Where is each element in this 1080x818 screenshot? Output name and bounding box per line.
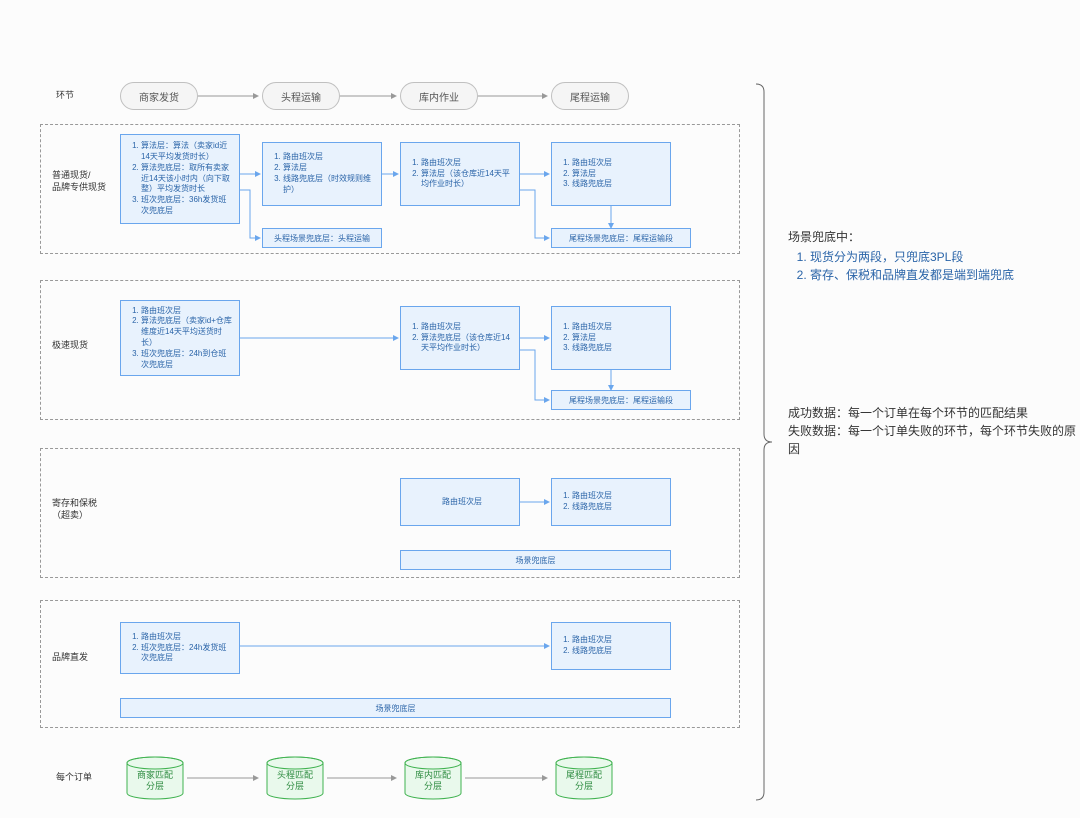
g3-c3-text: 路由班次层 [438, 497, 482, 508]
g2-col4-box: 路由班次层 算法层 线路兜底层 [551, 306, 671, 370]
cyl-firstmile: 头程匹配 分层 [264, 756, 326, 800]
g1-c4-l1: 路由班次层 [572, 158, 612, 169]
cyl-warehouse-label: 库内匹配 分层 [402, 770, 464, 792]
cyl-merchant-label: 商家匹配 分层 [124, 770, 186, 792]
g2-c1-l3: 班次兜底层：24h到仓班次兜底层 [141, 349, 233, 371]
g2-col3-box: 路由班次层 算法兜底层（该仓库近14天平均作业时长） [400, 306, 520, 370]
g4-c1-l2: 班次兜底层：24h发货班次兜底层 [141, 643, 233, 665]
cyl-firstmile-label: 头程匹配 分层 [264, 770, 326, 792]
g1-c4-l3: 线路兜底层 [572, 179, 612, 190]
g1-c2-l1: 路由班次层 [283, 152, 375, 163]
g2-foot4: 尾程场景兜底层：尾程运输段 [551, 390, 691, 410]
side-block1-item1: 现货分为两段，只兜底3PL段 [810, 248, 1058, 266]
side-note-block2: 成功数据：每一个订单在每个环节的匹配结果 失败数据：每一个订单失败的环节，每个环… [788, 404, 1078, 458]
g1-c3-l2: 算法层（该仓库近14天平均作业时长） [421, 169, 513, 191]
g3-c4-l2: 线路兜底层 [572, 502, 612, 513]
g1-c1-l3: 班次兜底层：36h发货班次兜底层 [141, 195, 233, 217]
g1-c2-l2: 算法层 [283, 163, 375, 174]
cyl-lastmile: 尾程匹配 分层 [553, 756, 615, 800]
stage-pill-warehouse: 库内作业 [400, 82, 478, 110]
g4-c4-l2: 线路兜底层 [572, 646, 612, 657]
g1-c4-l2: 算法层 [572, 169, 612, 180]
side-note-block1: 场景兜底中： 现货分为两段，只兜底3PL段 寄存、保税和品牌直发都是端到端兜底 [788, 228, 1058, 284]
g1-c1-l2: 算法兜底层：取所有卖家近14天该小时内（向下取整）平均发货时长 [141, 163, 233, 195]
g4-c4-l1: 路由班次层 [572, 635, 612, 646]
g4-c1-l1: 路由班次层 [141, 632, 233, 643]
g1-foot2: 头程场景兜底层：头程运输 [262, 228, 382, 248]
g4-wide: 场景兜底层 [120, 698, 671, 718]
footer-row-label: 每个订单 [56, 772, 92, 784]
g1-col1-box: 算法层：算法（卖家id近14天平均发货时长） 算法兜底层：取所有卖家近14天该小… [120, 134, 240, 224]
g2-c4-l3: 线路兜底层 [572, 343, 612, 354]
g1-c2-l3: 线路兜底层（时效规则维护） [283, 174, 375, 196]
g2-c4-l2: 算法层 [572, 333, 612, 344]
cyl-warehouse: 库内匹配 分层 [402, 756, 464, 800]
g2-c3-l1: 路由班次层 [421, 322, 513, 333]
cyl-lastmile-label: 尾程匹配 分层 [553, 770, 615, 792]
g1-col4-box: 路由班次层 算法层 线路兜底层 [551, 142, 671, 206]
g3-col3-box: 路由班次层 [400, 478, 520, 526]
side-block1-item2: 寄存、保税和品牌直发都是端到端兜底 [810, 266, 1058, 284]
side-block1-title: 场景兜底中： [788, 228, 1058, 246]
g2-c4-l1: 路由班次层 [572, 322, 612, 333]
diagram-canvas: 环节 商家发货 头程运输 库内作业 尾程运输 普通现货/ 品牌专供现货 算法层：… [0, 0, 1080, 818]
g2-c3-l2: 算法兜底层（该仓库近14天平均作业时长） [421, 333, 513, 355]
side-block2-line1: 成功数据：每一个订单在每个环节的匹配结果 [788, 404, 1078, 422]
group3-label: 寄存和保税 （超卖） [52, 498, 97, 521]
cyl-merchant: 商家匹配 分层 [124, 756, 186, 800]
g3-col4-box: 路由班次层 线路兜底层 [551, 478, 671, 526]
g1-c3-l1: 路由班次层 [421, 158, 513, 169]
g4-col4-box: 路由班次层 线路兜底层 [551, 622, 671, 670]
stage-pill-firstmile: 头程运输 [262, 82, 340, 110]
stage-pill-lastmile: 尾程运输 [551, 82, 629, 110]
g1-c1-l1: 算法层：算法（卖家id近14天平均发货时长） [141, 141, 233, 163]
g1-foot4: 尾程场景兜底层：尾程运输段 [551, 228, 691, 248]
header-row-label: 环节 [56, 90, 74, 102]
stage-pill-ship: 商家发货 [120, 82, 198, 110]
g4-col1-box: 路由班次层 班次兜底层：24h发货班次兜底层 [120, 622, 240, 674]
g2-c1-l1: 路由班次层 [141, 306, 233, 317]
g2-col1-box: 路由班次层 算法兜底层（卖家id+仓库维度近14天平均送货时长） 班次兜底层：2… [120, 300, 240, 376]
group2-label: 极速现货 [52, 340, 88, 352]
side-block2-line2: 失败数据：每一个订单失败的环节，每个环节失败的原因 [788, 422, 1078, 458]
g2-c1-l2: 算法兜底层（卖家id+仓库维度近14天平均送货时长） [141, 316, 233, 348]
g3-wide: 场景兜底层 [400, 550, 671, 570]
g3-c4-l1: 路由班次层 [572, 491, 612, 502]
g1-col3-box: 路由班次层 算法层（该仓库近14天平均作业时长） [400, 142, 520, 206]
group4-label: 品牌直发 [52, 652, 88, 664]
group1-label: 普通现货/ 品牌专供现货 [52, 170, 106, 193]
g1-col2-box: 路由班次层 算法层 线路兜底层（时效规则维护） [262, 142, 382, 206]
